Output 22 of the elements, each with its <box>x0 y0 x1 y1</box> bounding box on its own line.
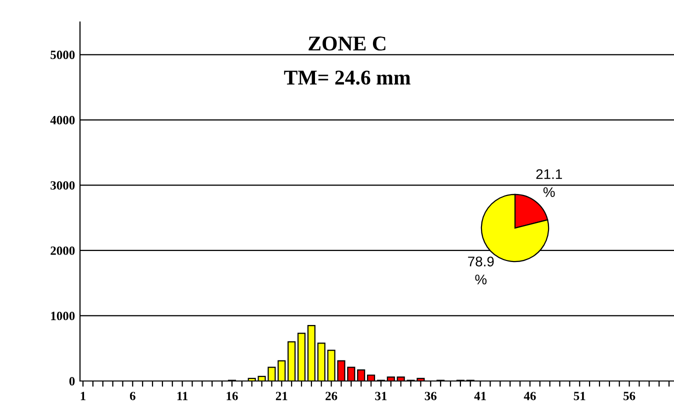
text: ZONE C <box>308 36 386 51</box>
text: TM= 24.6 mm <box>284 70 410 85</box>
x-tick-label: 36 <box>424 392 437 400</box>
x-tick-label: 16 <box>226 392 238 400</box>
y-tick-label: 5000 <box>50 50 75 60</box>
x-tick-label: 31 <box>375 392 387 400</box>
y-tick-label: 0 <box>69 377 75 386</box>
data-label: 78.9 % <box>468 256 494 284</box>
data-label: 21.1 % <box>536 169 562 197</box>
x-tick-label: 46 <box>524 392 536 400</box>
x-tick-label: 21 <box>276 392 288 400</box>
x-tick-label: 56 <box>624 392 636 400</box>
x-tick-label: 6 <box>130 392 136 400</box>
y-tick-label: 3000 <box>50 181 75 190</box>
x-tick-label: 1 <box>80 392 86 400</box>
x-tick-label: 11 <box>177 392 188 400</box>
x-tick-label: 41 <box>474 392 486 400</box>
x-tick-label: 51 <box>574 392 586 400</box>
y-tick-label: 1000 <box>51 312 75 320</box>
y-tick-label: 2000 <box>50 246 75 255</box>
y-tick-label: 4000 <box>50 116 75 124</box>
x-tick-label: 26 <box>326 392 338 400</box>
